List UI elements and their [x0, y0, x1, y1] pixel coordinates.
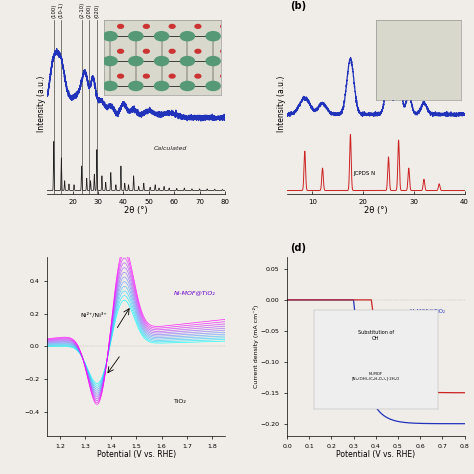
Text: Ni²⁺/Ni³⁺: Ni²⁺/Ni³⁺	[81, 312, 107, 318]
Y-axis label: Intensity (a.u.): Intensity (a.u.)	[277, 76, 286, 132]
Text: Ni-: Ni-	[409, 339, 417, 344]
Text: (2-10): (2-10)	[79, 1, 84, 18]
Text: (10-1): (10-1)	[59, 1, 64, 18]
Text: Calculated: Calculated	[154, 146, 187, 151]
Text: (200): (200)	[87, 3, 92, 18]
Text: (020): (020)	[94, 3, 100, 18]
X-axis label: 2θ (°): 2θ (°)	[364, 206, 388, 215]
Text: Ni-M: Ni-M	[414, 74, 428, 79]
Text: (d): (d)	[291, 243, 307, 253]
Text: (100): (100)	[51, 3, 56, 18]
X-axis label: 2θ (°): 2θ (°)	[124, 206, 148, 215]
Text: (b): (b)	[291, 0, 307, 10]
Text: Ni-MOF@TiO₂: Ni-MOF@TiO₂	[409, 308, 445, 313]
X-axis label: Potential (V vs. RHE): Potential (V vs. RHE)	[97, 450, 176, 459]
Text: Ni-MOF@TiO₂: Ni-MOF@TiO₂	[174, 290, 216, 295]
Text: JCPDS N: JCPDS N	[353, 171, 375, 175]
X-axis label: Potential (V vs. RHE): Potential (V vs. RHE)	[336, 450, 415, 459]
Text: As-prepared Ni-MOF: As-prepared Ni-MOF	[118, 53, 182, 58]
Y-axis label: Intensity (a.u.): Intensity (a.u.)	[37, 76, 46, 132]
Text: TiO₂: TiO₂	[174, 400, 187, 404]
Y-axis label: Current density (mA cm⁻²): Current density (mA cm⁻²)	[253, 305, 259, 388]
Text: Ni-M: Ni-M	[414, 42, 428, 47]
